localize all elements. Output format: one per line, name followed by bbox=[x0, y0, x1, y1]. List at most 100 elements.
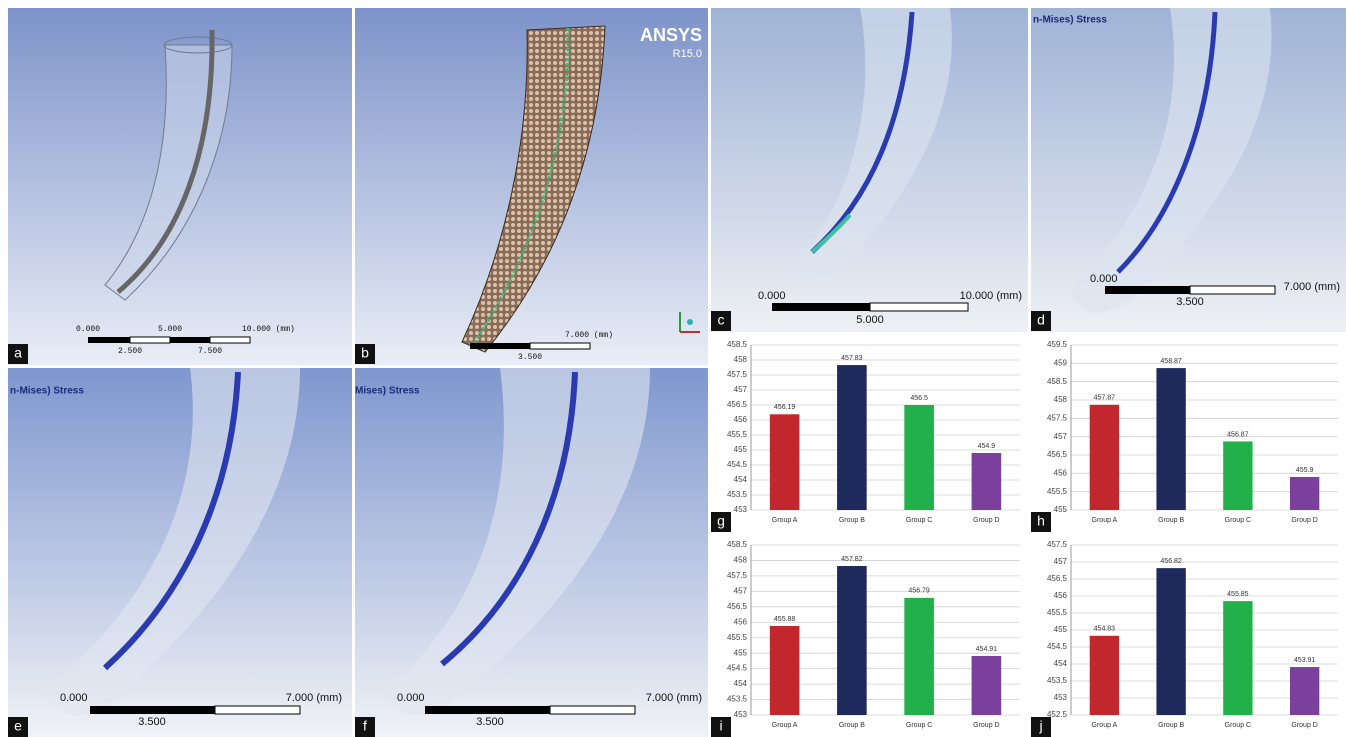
panel-label: c bbox=[718, 312, 725, 328]
bar bbox=[972, 656, 1002, 715]
bar bbox=[837, 365, 867, 510]
y-tick-label: 456.5 bbox=[1047, 450, 1068, 459]
scale-bar bbox=[88, 337, 130, 343]
y-tick-label: 454.5 bbox=[727, 460, 748, 469]
panel-label: g bbox=[717, 513, 725, 529]
panel-label: h bbox=[1037, 513, 1045, 529]
panel-label: b bbox=[361, 345, 369, 361]
scale-bar bbox=[1105, 286, 1190, 294]
x-tick-label: Group A bbox=[772, 722, 798, 729]
panel-label: f bbox=[363, 718, 367, 734]
panel-label: d bbox=[1037, 312, 1045, 328]
x-tick-label: Group C bbox=[906, 517, 932, 524]
bar bbox=[904, 598, 934, 715]
bar bbox=[1290, 667, 1319, 715]
scale-bar bbox=[170, 337, 210, 343]
y-tick-label: 458 bbox=[734, 355, 748, 364]
y-tick-label: 455 bbox=[734, 648, 748, 657]
y-tick-label: 453 bbox=[734, 505, 748, 514]
scale-bar bbox=[470, 343, 530, 349]
bar bbox=[770, 626, 800, 715]
data-label: 454.83 bbox=[1094, 626, 1116, 633]
bar bbox=[1156, 368, 1185, 510]
y-tick-label: 455 bbox=[734, 445, 748, 454]
panel-b: ANSYS R15.0 7.000 (mm) 3.500 bbox=[355, 8, 708, 365]
scale-label: 7.000 (mm) bbox=[1284, 281, 1340, 293]
y-tick-label: 455.5 bbox=[1047, 487, 1068, 496]
panel-label: a bbox=[14, 345, 22, 361]
scale-bar bbox=[550, 706, 635, 714]
y-tick-label: 457.5 bbox=[727, 370, 748, 379]
data-label: 458.87 bbox=[1160, 358, 1182, 365]
x-tick-label: Group B bbox=[839, 517, 865, 524]
panel-d: n-Mises) Stress 0.000 7.000 (mm) 3.500 bbox=[1031, 8, 1346, 332]
scale-label: 5.000 bbox=[158, 325, 182, 334]
y-tick-label: 457 bbox=[734, 385, 748, 394]
panel-f: Mises) Stress 0.000 7.000 (mm) 3.500 bbox=[355, 368, 708, 737]
scale-bar bbox=[870, 303, 968, 311]
y-tick-label: 458.5 bbox=[1047, 377, 1068, 386]
y-tick-label: 456.5 bbox=[727, 400, 748, 409]
scale-bar bbox=[90, 706, 215, 714]
x-tick-label: Group D bbox=[973, 517, 999, 524]
y-tick-label: 454.5 bbox=[1047, 642, 1068, 651]
y-tick-label: 455 bbox=[1054, 505, 1068, 514]
y-tick-label: 456.5 bbox=[727, 602, 748, 611]
data-label: 454.91 bbox=[976, 646, 998, 653]
bar bbox=[1090, 405, 1119, 510]
scale-label: 2.500 bbox=[118, 347, 142, 356]
bar bbox=[1090, 636, 1119, 715]
data-label: 457.87 bbox=[1094, 395, 1116, 402]
data-label: 456.19 bbox=[774, 404, 796, 411]
panel-label: j bbox=[1038, 718, 1042, 734]
panel-label: e bbox=[14, 718, 22, 734]
y-tick-label: 454 bbox=[734, 679, 748, 688]
y-tick-label: 456.5 bbox=[1047, 574, 1068, 583]
y-tick-label: 456 bbox=[1054, 468, 1068, 477]
y-tick-label: 458 bbox=[1054, 395, 1068, 404]
y-tick-label: 457.5 bbox=[1047, 413, 1068, 422]
y-tick-label: 458.5 bbox=[727, 540, 748, 549]
bar bbox=[1290, 477, 1319, 510]
scale-label: 0.000 bbox=[60, 692, 88, 704]
brand: ANSYS bbox=[640, 25, 702, 45]
y-tick-label: 458 bbox=[734, 556, 748, 565]
stress-title: Mises) Stress bbox=[355, 386, 420, 397]
panel-label: i bbox=[719, 718, 722, 734]
x-tick-label: Group B bbox=[1158, 517, 1184, 524]
x-tick-label: Group A bbox=[1092, 722, 1118, 729]
y-tick-label: 453.5 bbox=[727, 490, 748, 499]
scale-label: 10.000 (mm) bbox=[960, 290, 1022, 302]
scale-label: 0.000 bbox=[758, 290, 786, 302]
scale-label: 0.000 bbox=[1090, 273, 1118, 285]
data-label: 456.87 bbox=[1227, 431, 1249, 438]
y-tick-label: 455.5 bbox=[727, 430, 748, 439]
x-tick-label: Group C bbox=[906, 722, 932, 729]
y-tick-label: 455.5 bbox=[727, 633, 748, 642]
y-tick-label: 455.5 bbox=[1047, 608, 1068, 617]
scale-label: 0.000 bbox=[397, 692, 425, 704]
y-tick-label: 456 bbox=[1054, 591, 1068, 600]
data-label: 456.79 bbox=[908, 588, 930, 595]
bar bbox=[972, 453, 1002, 510]
bar bbox=[1156, 568, 1185, 715]
data-label: 456.82 bbox=[1160, 558, 1182, 565]
y-tick-label: 453.5 bbox=[1047, 676, 1068, 685]
scale-bar bbox=[210, 337, 250, 343]
data-label: 455.9 bbox=[1296, 467, 1314, 474]
scale-bar bbox=[1190, 286, 1275, 294]
y-tick-label: 457 bbox=[1054, 557, 1068, 566]
scale-label: 3.500 bbox=[518, 353, 542, 362]
data-label: 455.85 bbox=[1227, 591, 1249, 598]
data-label: 456.5 bbox=[910, 395, 928, 402]
y-tick-label: 459 bbox=[1054, 358, 1068, 367]
axis-triad bbox=[687, 319, 693, 325]
y-tick-label: 457.5 bbox=[727, 571, 748, 580]
data-label: 453.91 bbox=[1294, 657, 1316, 664]
panel-c: 0.000 10.000 (mm) 5.000 bbox=[711, 8, 1028, 332]
y-tick-label: 456 bbox=[734, 617, 748, 626]
x-tick-label: Group C bbox=[1225, 517, 1251, 524]
x-tick-label: Group B bbox=[1158, 722, 1184, 729]
bar bbox=[904, 405, 934, 510]
y-tick-label: 453 bbox=[734, 710, 748, 719]
